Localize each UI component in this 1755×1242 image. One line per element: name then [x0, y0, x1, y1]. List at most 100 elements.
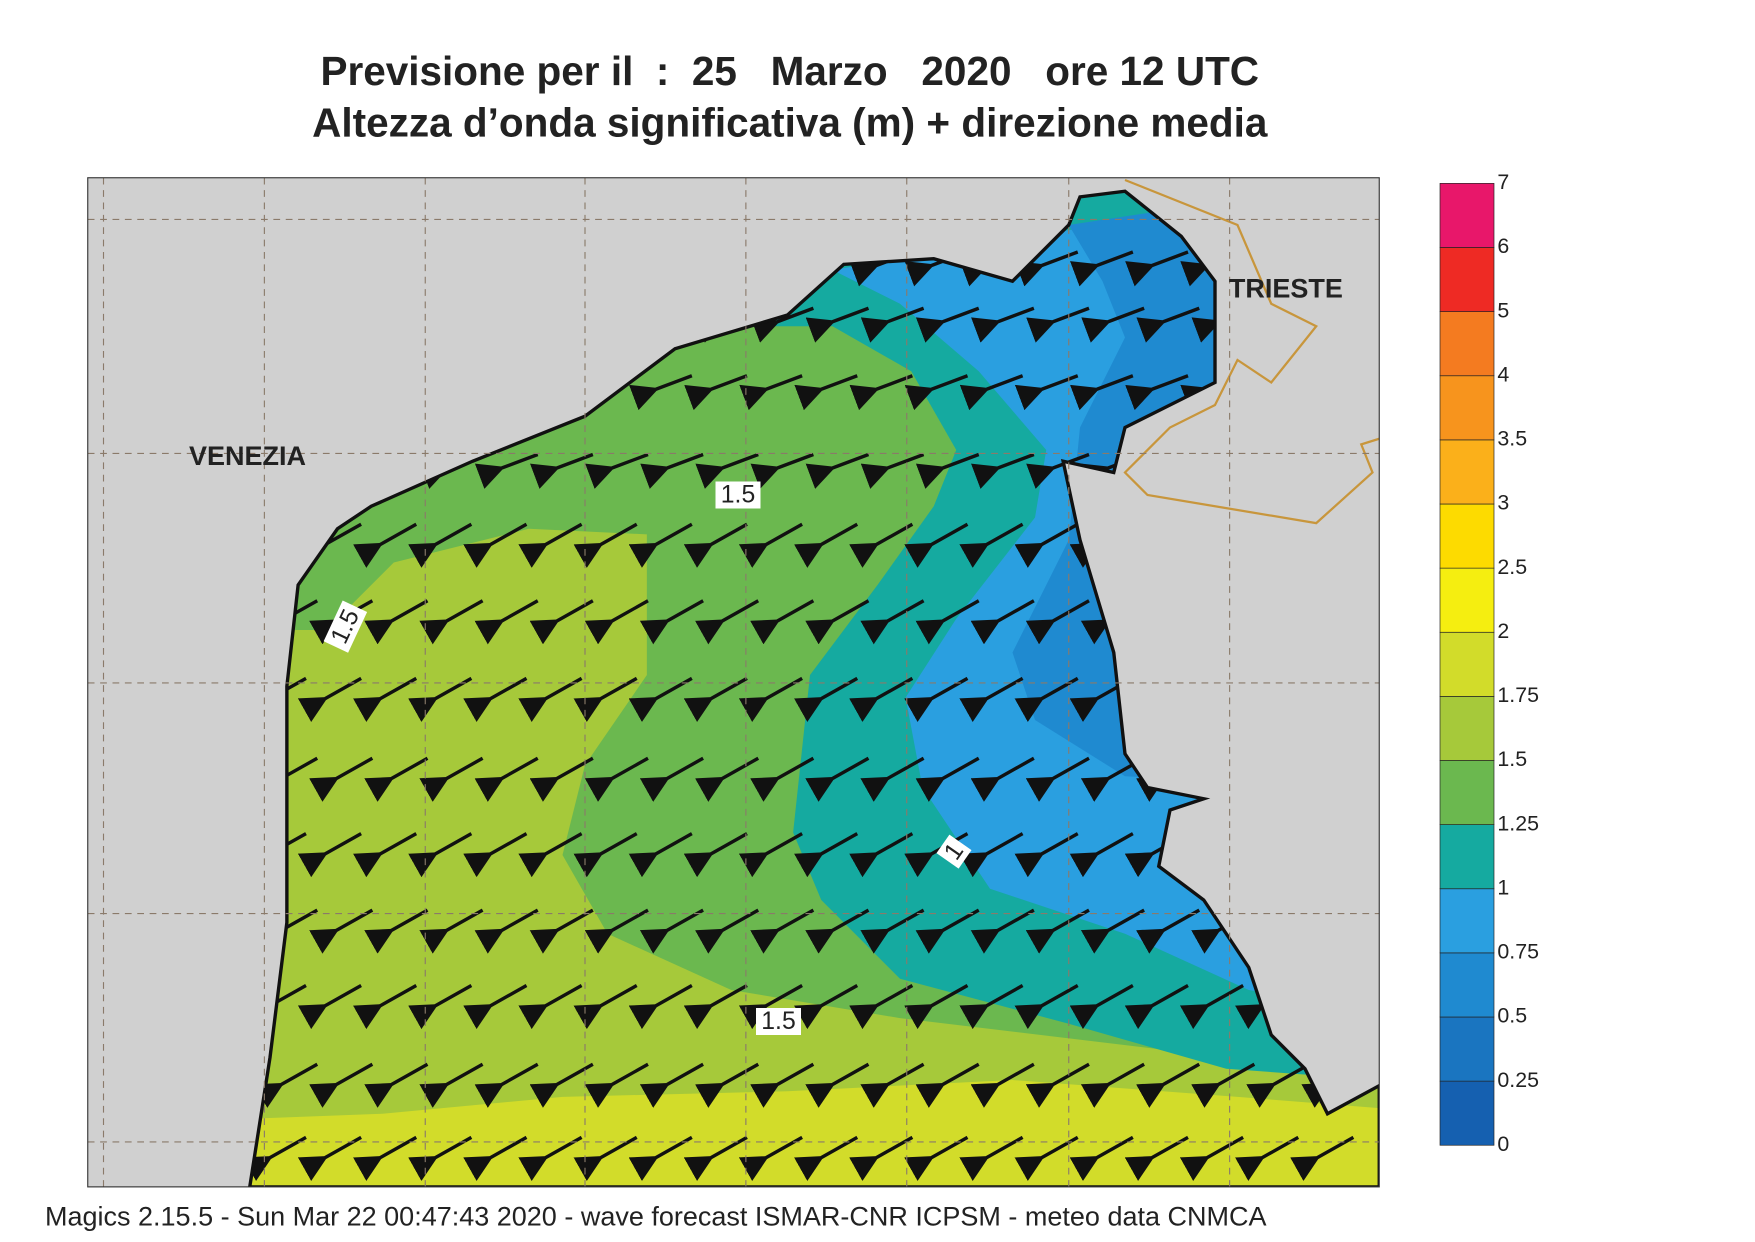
arrow: [1070, 374, 1134, 411]
arrow: [971, 452, 1035, 489]
arrow: [1026, 306, 1090, 343]
arrow: [904, 1135, 969, 1181]
arrow: [474, 452, 539, 489]
arrow: [1179, 984, 1244, 1030]
colorbar-segment: [1439, 1080, 1495, 1146]
arrow: [750, 306, 814, 343]
arrow: [463, 1135, 528, 1181]
arrow: [419, 1062, 484, 1108]
arrow: [959, 832, 1024, 878]
arrow: [683, 984, 748, 1030]
arrow: [408, 984, 473, 1030]
arrow: [915, 756, 980, 802]
arrow: [1069, 832, 1134, 878]
arrow: [1069, 984, 1134, 1030]
arrow: [959, 374, 1024, 411]
footer: Magics 2.15.5 - Sun Mar 22 00:47:43 2020…: [45, 1202, 1267, 1232]
arrow: [794, 522, 859, 568]
arrow: [573, 1135, 638, 1181]
arrow: [915, 599, 980, 645]
arrow: [628, 1135, 693, 1181]
arrow: [849, 1135, 914, 1181]
arrow: [419, 599, 484, 645]
arrow: [1014, 832, 1079, 878]
arrow: [805, 452, 870, 489]
arrow: [408, 522, 473, 568]
colorbar-label: 5: [1497, 298, 1509, 322]
arrow: [530, 452, 594, 489]
arrow: [529, 599, 594, 645]
colorbar-segment: [1439, 439, 1495, 505]
arrow: [959, 1135, 1024, 1181]
arrow: [1191, 1062, 1256, 1108]
arrow: [474, 908, 539, 954]
arrow: [639, 1062, 704, 1108]
colorbar-segment: [1439, 375, 1495, 441]
arrow: [970, 1062, 1035, 1108]
arrow: [408, 1135, 473, 1181]
colorbar-segment: [1439, 631, 1495, 697]
arrow: [1014, 374, 1079, 411]
arrow: [584, 908, 649, 954]
contour-label: 1.5: [721, 482, 755, 509]
arrow: [585, 452, 649, 489]
arrow: [794, 832, 859, 878]
colorbar-segment: [1439, 824, 1495, 890]
arrow: [805, 599, 870, 645]
graticule: [87, 177, 1380, 1187]
arrow: [254, 1062, 319, 1108]
colorbar-label: 3: [1497, 491, 1509, 515]
colorbar-segment: [1439, 888, 1495, 954]
colorbar-label: 1.75: [1497, 683, 1539, 707]
arrow: [353, 522, 418, 568]
arrow: [970, 756, 1035, 802]
arrow: [695, 908, 760, 954]
colorbar-label: 3.5: [1497, 427, 1527, 451]
arrow: [1025, 1062, 1090, 1108]
colorbar-segment: [1439, 311, 1495, 377]
colorbar-label: 6: [1497, 234, 1509, 258]
arrow: [1026, 452, 1090, 489]
arrow: [573, 984, 638, 1030]
arrow: [750, 756, 815, 802]
arrow: [529, 756, 594, 802]
arrow: [739, 374, 803, 411]
arrow: [474, 1062, 539, 1108]
subtitle: Altezza d’onda significativa (m) + direz…: [312, 100, 1268, 146]
arrow: [915, 306, 980, 343]
arrow: [1069, 1135, 1134, 1181]
arrow: [860, 599, 925, 645]
arrow: [474, 599, 539, 645]
arrow: [474, 756, 539, 802]
arrow: [805, 908, 870, 954]
arrow: [629, 374, 693, 411]
arrow: [738, 984, 803, 1030]
arrow: [628, 984, 693, 1030]
arrow: [959, 522, 1024, 568]
arrow: [683, 676, 748, 722]
arrow: [463, 832, 528, 878]
arrow: [959, 676, 1024, 722]
arrow: [738, 1135, 803, 1181]
colorbar-segment: [1439, 183, 1495, 248]
arrow: [684, 374, 748, 411]
arrow: [805, 306, 870, 343]
colorbar-label: 7: [1497, 170, 1509, 194]
arrow: [904, 374, 969, 411]
arrow: [573, 522, 638, 568]
colorbar-label: 0.75: [1497, 940, 1539, 964]
arrow: [750, 1062, 815, 1108]
colorbar-label: 1.5: [1497, 747, 1527, 771]
arrow: [860, 756, 925, 802]
place-label: VENEZIA: [189, 441, 306, 471]
arrow: [518, 522, 583, 568]
arrow: [1081, 306, 1145, 343]
arrow: [904, 676, 969, 722]
arrow: [297, 1135, 362, 1181]
arrow: [353, 676, 418, 722]
arrow: [794, 984, 859, 1030]
arrow: [794, 374, 858, 411]
place-label: TRIESTE: [1229, 273, 1343, 303]
arrow: [1014, 984, 1079, 1030]
